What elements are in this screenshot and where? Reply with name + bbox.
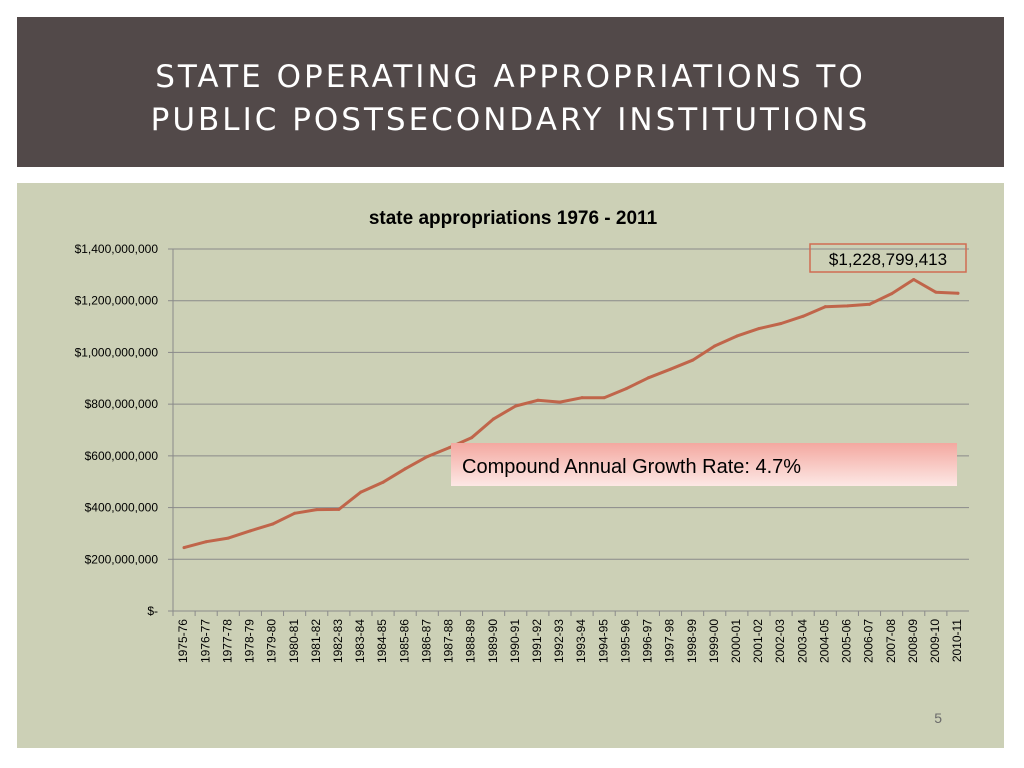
data-point <box>934 290 938 294</box>
x-tick-label: 2000-01 <box>729 619 743 663</box>
data-point <box>890 292 894 296</box>
x-tick-label: 1982-83 <box>331 619 345 663</box>
growth-rate-box <box>451 443 957 486</box>
x-tick-label: 1981-82 <box>309 619 323 663</box>
data-point <box>271 522 274 526</box>
line-chart: state appropriations 1976 - 2011 $- $200,… <box>75 208 969 663</box>
y-tick-label: $600,000,000 <box>85 449 159 463</box>
slide-title-line-1: STATE OPERATING APPROPRIATIONS TO <box>155 59 866 95</box>
title-bar: STATE OPERATING APPROPRIATIONS TO PUBLIC… <box>17 17 1004 167</box>
x-tick-label: 1978-79 <box>243 619 257 663</box>
chart-panel: state appropriations 1976 - 2011 $- $200,… <box>17 183 1004 748</box>
y-tick-label: $800,000,000 <box>85 397 159 411</box>
x-tick-label: 1997-98 <box>663 619 677 663</box>
data-point <box>624 387 628 391</box>
data-point <box>735 334 739 338</box>
x-axis: 1975-76 1976-77 1977-78 1978-79 1979-80 1980-… <box>172 610 969 663</box>
data-point <box>492 417 496 421</box>
data-point <box>823 305 827 309</box>
data-point <box>447 446 451 450</box>
x-tick-label: 1995-96 <box>618 619 632 663</box>
x-tick-label: 2006-07 <box>862 619 876 663</box>
data-point <box>602 396 606 400</box>
data-point <box>226 536 230 540</box>
y-tick-label: $1,400,000,000 <box>75 242 159 256</box>
data-point <box>646 376 650 380</box>
growth-rate-label: Compound Annual Growth Rate: 4.7% <box>462 456 801 478</box>
y-tick-label: $200,000,000 <box>85 552 159 566</box>
x-tick-label: 2008-09 <box>906 619 920 663</box>
data-point <box>514 404 518 408</box>
x-tick-label: 2005-06 <box>840 619 854 663</box>
x-tick-label: 1996-97 <box>641 619 655 663</box>
data-point <box>580 396 584 400</box>
slide-title-line-2: PUBLIC POSTSECONDARY INSTITUTIONS <box>150 102 871 138</box>
y-tick-label: $1,200,000,000 <box>75 294 159 308</box>
slide-title: STATE OPERATING APPROPRIATIONS TO PUBLIC… <box>17 56 1004 142</box>
y-tick-label: $400,000,000 <box>85 501 159 515</box>
x-tick-label: 1979-80 <box>265 619 279 663</box>
x-tick-label: 1980-81 <box>287 619 301 663</box>
x-tick-label: 1991-92 <box>530 619 544 663</box>
page-number: 5 <box>934 710 942 726</box>
x-tick-label: 2001-02 <box>751 619 765 663</box>
data-point <box>691 358 695 362</box>
x-tick-label: 2002-03 <box>773 619 787 663</box>
x-tick-label: 2003-04 <box>795 619 809 663</box>
data-point <box>868 302 871 306</box>
data-point <box>713 344 717 348</box>
x-tick-label: 1975-76 <box>176 619 190 663</box>
x-tick-label: 2009-10 <box>928 619 942 663</box>
data-point <box>845 304 849 308</box>
x-tick-label: 1990-91 <box>508 619 522 663</box>
data-point <box>801 314 805 318</box>
x-tick-label: 1989-90 <box>486 619 500 663</box>
y-tick-label: $1,000,000,000 <box>75 345 159 359</box>
x-tick-label: 2007-08 <box>884 619 898 663</box>
y-axis: $- $200,000,000 $400,000,000 $600,000,000 $8… <box>75 242 174 618</box>
data-point <box>558 400 562 404</box>
data-point <box>381 480 385 484</box>
data-point <box>359 490 363 494</box>
data-point <box>403 467 407 471</box>
x-tick-label: 1994-95 <box>596 619 610 663</box>
data-point <box>956 291 960 295</box>
data-point <box>779 321 783 325</box>
data-point <box>337 507 341 511</box>
chart-title: state appropriations 1976 - 2011 <box>369 208 658 229</box>
x-tick-label: 2004-05 <box>817 619 831 663</box>
data-point <box>315 508 319 512</box>
x-tick-label: 1976-77 <box>198 619 212 663</box>
data-point <box>204 540 208 544</box>
x-tick-label: 1992-93 <box>552 619 566 663</box>
data-point <box>425 455 429 459</box>
data-point <box>757 327 761 331</box>
x-tick-label: 1987-88 <box>442 619 456 663</box>
x-tick-label: 1998-99 <box>685 619 699 663</box>
data-point <box>912 278 916 282</box>
data-point <box>293 511 297 515</box>
x-tick-label: 1985-86 <box>397 619 411 663</box>
data-point <box>536 398 540 402</box>
x-tick-label: 1993-94 <box>574 619 588 663</box>
series-line <box>182 278 960 550</box>
data-point <box>182 546 186 550</box>
x-tick-label: 1999-00 <box>707 619 721 663</box>
data-point <box>669 367 672 371</box>
last-value-callout-label: $1,228,799,413 <box>829 250 947 269</box>
last-value-callout-box <box>809 243 967 273</box>
x-tick-label: 1983-84 <box>353 619 367 663</box>
y-tick-label: $- <box>147 604 158 618</box>
x-tick-label: 2010-11 <box>950 619 964 662</box>
data-point <box>248 529 252 533</box>
series-layer <box>182 278 960 550</box>
x-tick-label: 1977-78 <box>220 619 234 663</box>
x-tick-label: 1988-89 <box>464 619 478 663</box>
data-point <box>470 436 473 440</box>
x-tick-label: 1984-85 <box>375 619 389 663</box>
x-tick-label: 1986-87 <box>419 619 433 663</box>
